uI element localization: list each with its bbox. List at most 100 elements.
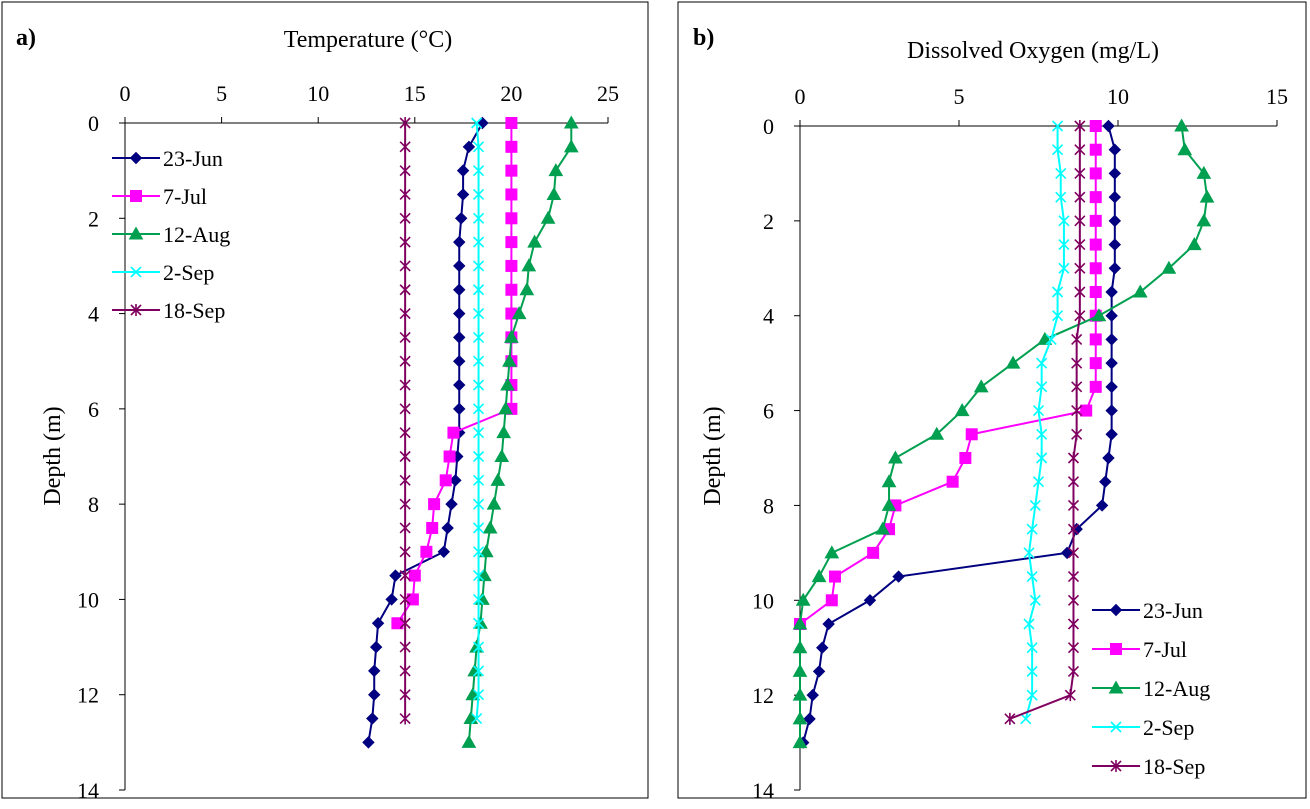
data-point [1067,523,1080,536]
data-point [1108,238,1122,251]
data-point [366,712,379,725]
x-tick-label: 10 [307,81,329,106]
series-12-Aug [792,118,1215,749]
series-line [1009,126,1081,720]
panel-dissolved-oxygen: 0 5 10 15 0 2 4 6 8 10 12 14 Dissolved Oxygen (mg/L)… [677,1,1307,803]
data-point [472,188,485,201]
data-point [521,258,537,272]
data-point [1071,380,1083,393]
legend-label: 2-Sep [163,260,214,285]
data-point [1032,476,1045,488]
data-point [1177,142,1193,156]
data-point [420,545,433,558]
data-point [502,353,517,367]
data-point [540,210,556,224]
data-point [954,403,970,417]
data-point [1102,119,1115,133]
x-axis-title: Dissolved Oxygen (mg/L) [907,38,1159,64]
legend-marker [1108,680,1124,694]
data-point [546,186,562,200]
data-point [929,426,945,440]
data-point [527,234,542,248]
data-point [1089,380,1102,393]
data-point [1105,404,1118,417]
data-point [472,165,485,177]
data-point [472,498,485,510]
data-point [1089,262,1102,275]
data-point [362,736,375,749]
data-point [453,331,466,344]
series-line [467,123,573,743]
x-tick-label: 0 [795,84,806,109]
data-point [1074,214,1086,227]
data-point [399,593,411,606]
data-point [973,379,989,393]
data-point [881,474,897,488]
data-point [472,593,485,605]
y-tick-label: 2 [763,209,774,234]
x-tick-label: 15 [1266,84,1288,109]
data-point [439,474,452,487]
data-point [472,570,485,582]
data-point [792,616,808,630]
legend-marker [1110,760,1122,772]
data-point [505,212,518,225]
series-line [802,125,1116,743]
data-point [1005,355,1021,369]
data-point [472,403,485,415]
data-point [476,116,489,130]
data-point [1058,239,1070,251]
data-point [824,545,840,559]
data-point [471,117,483,129]
data-point [1067,641,1080,654]
data-point [441,521,454,535]
data-point [1029,499,1041,511]
data-point [1132,284,1148,298]
legend-marker [129,151,143,165]
series-23-Jun [796,119,1122,749]
legend-item: 12-Aug [1092,676,1210,701]
data-point [505,188,518,201]
data-point [399,521,411,534]
data-point [486,496,502,510]
legend-label: 18-Sep [163,298,225,323]
data-point [792,687,808,701]
data-point [368,688,381,701]
data-point [792,735,808,749]
legend-item: 23-Jun [1092,598,1203,623]
legend-label: 23-Jun [1143,598,1203,623]
data-point [505,117,518,129]
data-point [1029,594,1041,606]
data-point [1074,191,1086,204]
data-point [1105,428,1118,441]
data-point [472,689,485,701]
data-point [456,164,470,177]
data-point [816,641,829,654]
data-point [1080,404,1093,417]
data-point [453,259,466,273]
data-point [505,283,518,296]
data-point [472,641,485,653]
data-point [453,283,466,296]
data-point [472,212,485,224]
legend-marker [128,226,144,240]
data-point [1032,405,1045,417]
y-axis-title: Depth (m) [700,406,726,505]
data-point [1067,475,1080,488]
data-point [428,498,441,511]
data-point [1199,189,1215,203]
y-tick-label: 6 [88,397,99,422]
data-point [472,617,485,629]
data-point [406,593,419,606]
data-point [1052,144,1064,156]
data-point [1089,357,1102,370]
data-point [505,236,518,249]
y-tick-label: 8 [763,493,774,518]
data-point [389,569,402,582]
data-point [472,260,485,272]
y-tick-label: 14 [752,778,774,803]
legend-marker [1110,643,1122,655]
data-point [1071,428,1083,441]
data-point [369,640,383,654]
